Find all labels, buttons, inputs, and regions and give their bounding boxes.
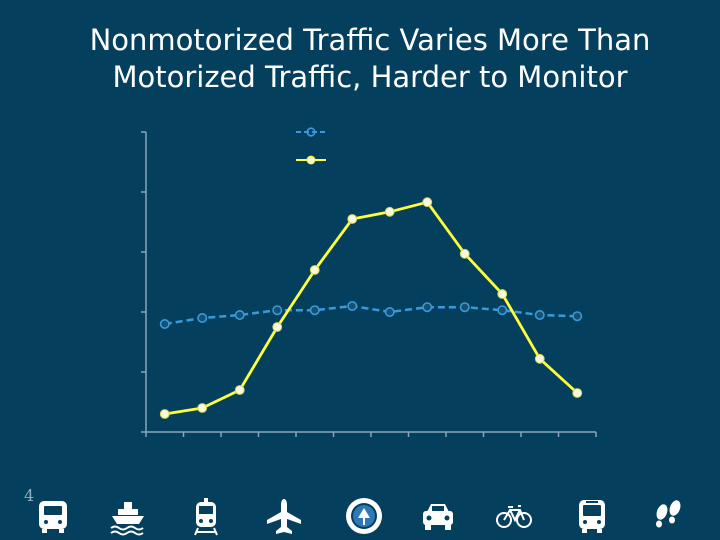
data-point-series-2	[159, 409, 170, 419]
data-point-series-1	[272, 305, 283, 316]
slide-title: Nonmotorized Traffic Varies More Than Mo…	[89, 23, 651, 94]
data-point-series-2	[197, 403, 208, 413]
chart-legend	[296, 127, 326, 165]
data-point-series-1	[422, 302, 433, 313]
data-point-series-2	[497, 289, 508, 299]
chart-series	[159, 197, 583, 419]
data-point-series-1	[497, 305, 508, 316]
data-point-series-1	[534, 309, 545, 320]
legend-marker-series-1	[306, 127, 316, 137]
car-icon	[418, 496, 458, 536]
data-point-series-1	[159, 318, 170, 329]
data-point-series-1	[347, 300, 358, 311]
series-line-2	[164, 200, 579, 416]
data-point-series-2	[459, 248, 470, 259]
data-point-series-2	[347, 214, 358, 224]
airplane-icon	[264, 496, 304, 536]
train-icon	[186, 496, 226, 536]
transport-mode-icon-bar	[0, 496, 720, 536]
data-point-series-1	[459, 302, 470, 313]
data-point-series-1	[572, 311, 583, 322]
data-point-series-2	[272, 322, 283, 332]
data-point-series-1	[309, 305, 320, 316]
data-point-series-2	[422, 197, 433, 208]
data-point-series-2	[309, 265, 320, 275]
page-number: 4	[24, 486, 35, 505]
bus-front-icon	[572, 496, 612, 536]
data-point-series-1	[384, 306, 395, 317]
data-point-series-2	[534, 353, 545, 364]
data-point-series-2	[234, 385, 245, 395]
series-line-1	[164, 304, 578, 326]
bus-icon	[33, 496, 73, 536]
data-point-series-2	[384, 206, 395, 217]
dot-seal-icon	[344, 496, 384, 536]
legend-marker-series-2	[306, 155, 316, 165]
ferry-icon	[108, 496, 148, 536]
data-point-series-1	[234, 309, 245, 320]
chart-axes	[141, 131, 597, 437]
bicycle-icon	[494, 496, 534, 536]
data-point-series-1	[197, 312, 208, 323]
data-point-series-2	[572, 388, 583, 398]
footprints-icon	[648, 496, 688, 536]
